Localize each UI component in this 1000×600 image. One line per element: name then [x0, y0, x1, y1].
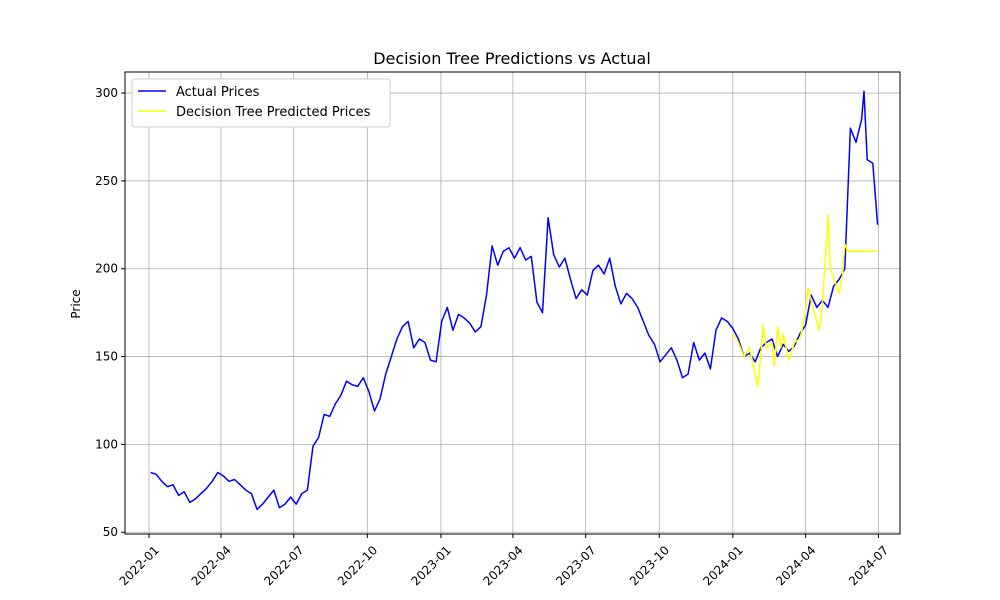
y-tick-label: 200 [95, 262, 118, 276]
y-tick-label: 150 [95, 350, 118, 364]
legend-label-actual: Actual Prices [176, 85, 260, 100]
legend-box [131, 78, 391, 128]
y-tick-label: 100 [95, 437, 118, 451]
predicted-prices-line [732, 213, 878, 388]
series [150, 90, 879, 511]
y-tick-label: 50 [103, 525, 118, 539]
y-axis-label: Price [69, 289, 83, 318]
legend: Actual Prices Decision Tree Predicted Pr… [131, 78, 391, 128]
grid [125, 72, 900, 534]
y-tick-label: 250 [95, 174, 118, 188]
legend-label-predicted: Decision Tree Predicted Prices [176, 105, 371, 120]
chart-title: Decision Tree Predictions vs Actual [373, 49, 651, 68]
y-tick-label: 300 [95, 86, 118, 100]
